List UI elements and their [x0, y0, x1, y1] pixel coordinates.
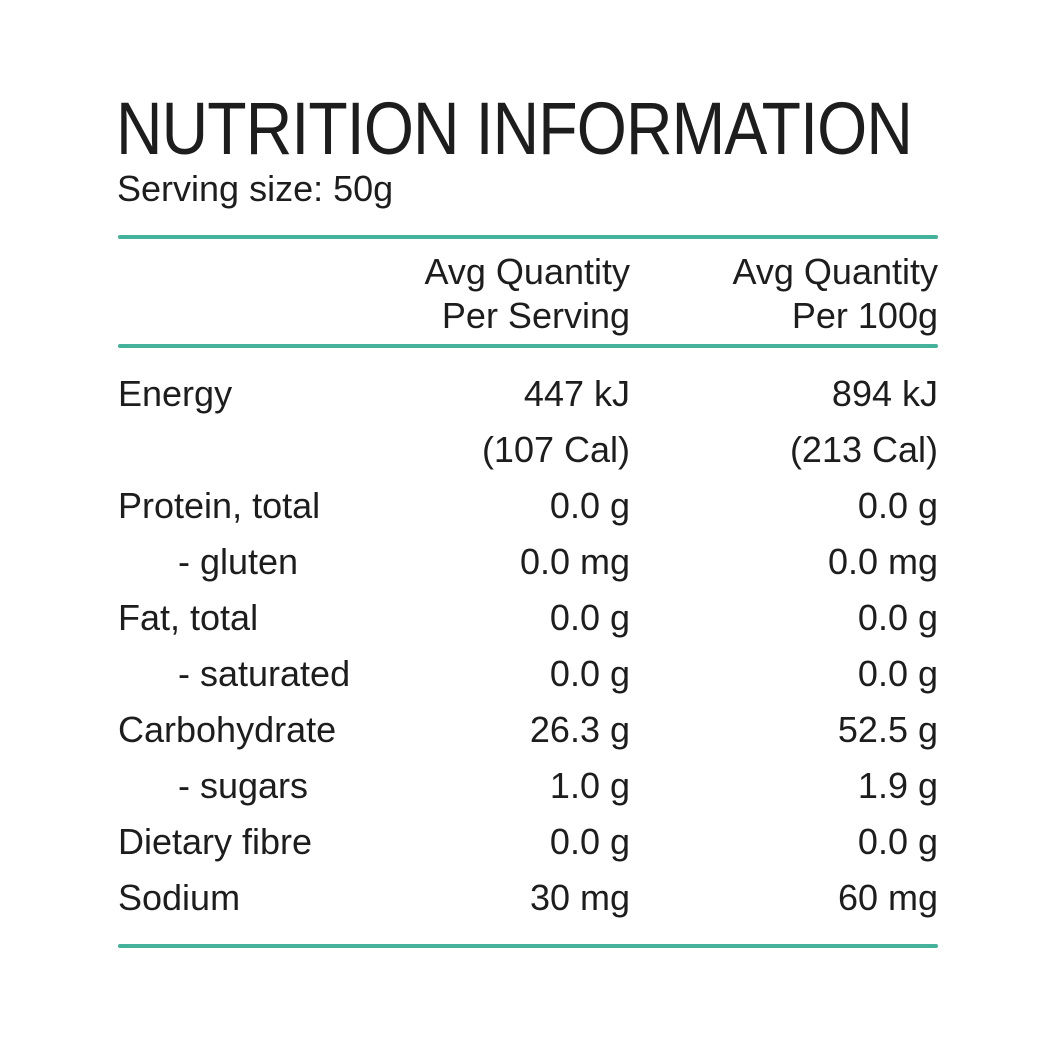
nutrient-name: - gluten — [178, 541, 299, 582]
value-per-serving: 26.3 g — [529, 709, 630, 750]
value-per-100g: 0.0 g — [857, 485, 938, 526]
value-per-100g: 0.0 g — [857, 597, 938, 638]
table-row-carbohydrate: Carbohydrate 26.3 g 52.5 g — [118, 702, 938, 758]
value-per-100g: 1.9 g — [857, 765, 938, 806]
column-header-per-100g-line1: Avg Quantity — [732, 251, 938, 292]
table-row-fat: Fat, total 0.0 g 0.0 g — [118, 590, 938, 646]
page-title: NUTRITION INFORMATION — [116, 87, 913, 170]
value-per-100g: 52.5 g — [837, 709, 938, 750]
table-row-protein: Protein, total 0.0 g 0.0 g — [118, 478, 938, 534]
header-divider — [118, 344, 938, 348]
column-header-per-serving: Avg Quantity Per Serving — [118, 250, 630, 338]
bottom-divider — [118, 944, 938, 948]
table-row-energy: Energy 447 kJ 894 kJ — [118, 366, 938, 422]
table-row-sodium: Sodium 30 mg 60 mg — [118, 870, 938, 926]
value-per-serving: 30 mg — [529, 877, 630, 918]
value-per-serving: 0.0 mg — [519, 541, 630, 582]
column-header-per-100g: Avg Quantity Per 100g — [638, 250, 938, 338]
value-per-100g: 0.0 mg — [827, 541, 938, 582]
table-row-saturated: - saturated 0.0 g 0.0 g — [118, 646, 938, 702]
column-header-per-serving-line2: Per Serving — [441, 295, 630, 336]
table-row-dietary-fibre: Dietary fibre 0.0 g 0.0 g — [118, 814, 938, 870]
value-per-100g: (213 Cal) — [789, 429, 938, 470]
nutrient-name: - saturated — [178, 653, 351, 694]
value-per-serving: 0.0 g — [549, 597, 630, 638]
top-divider — [118, 235, 938, 239]
nutrient-name: - sugars — [178, 765, 309, 806]
value-per-serving: 0.0 g — [549, 653, 630, 694]
table-row-energy-cal: (107 Cal) (213 Cal) — [118, 422, 938, 478]
serving-size-text: Serving size: 50g — [117, 168, 394, 209]
column-header-per-serving-line1: Avg Quantity — [424, 251, 630, 292]
nutrient-name: Protein, total — [118, 485, 321, 526]
value-per-serving: 1.0 g — [549, 765, 630, 806]
table-row-sugars: - sugars 1.0 g 1.9 g — [118, 758, 938, 814]
value-per-100g: 60 mg — [837, 877, 938, 918]
nutrient-name: Energy — [118, 373, 233, 414]
value-per-serving: 447 kJ — [523, 373, 630, 414]
nutrient-name: Fat, total — [118, 597, 259, 638]
nutrient-name: Sodium — [118, 877, 241, 918]
table-row-gluten: - gluten 0.0 mg 0.0 mg — [118, 534, 938, 590]
nutrient-name: Carbohydrate — [118, 709, 337, 750]
value-per-serving: (107 Cal) — [481, 429, 630, 470]
value-per-serving: 0.0 g — [549, 821, 630, 862]
value-per-100g: 0.0 g — [857, 653, 938, 694]
value-per-100g: 894 kJ — [831, 373, 938, 414]
column-header-per-100g-line2: Per 100g — [791, 295, 938, 336]
value-per-serving: 0.0 g — [549, 485, 630, 526]
value-per-100g: 0.0 g — [857, 821, 938, 862]
nutrition-table: Energy 447 kJ 894 kJ (107 Cal) (213 Cal)… — [118, 366, 938, 926]
nutrient-name: Dietary fibre — [118, 821, 313, 862]
